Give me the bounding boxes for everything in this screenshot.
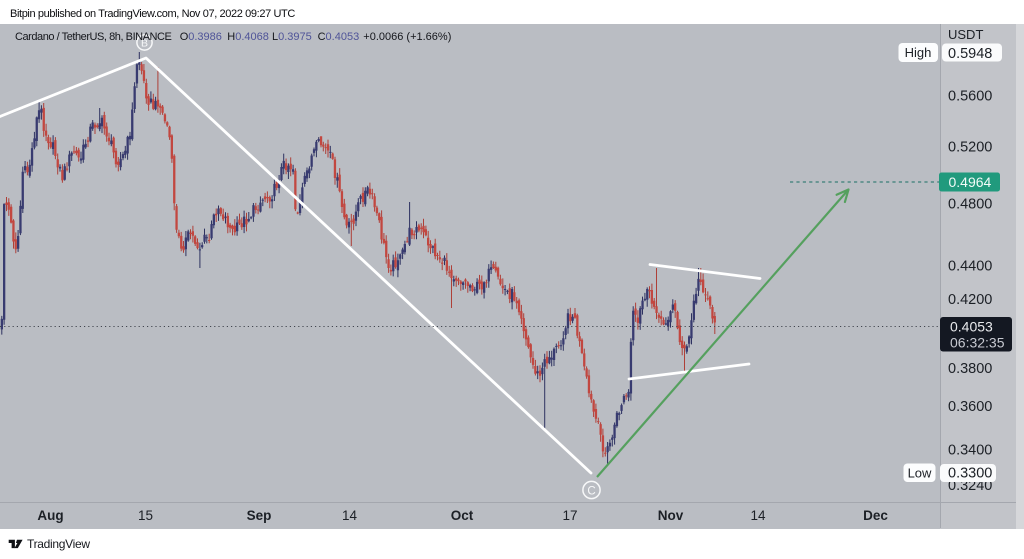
svg-text:14: 14 (342, 508, 358, 523)
svg-text:Sep: Sep (247, 508, 272, 523)
svg-text:15: 15 (138, 508, 153, 523)
svg-text:0.3800: 0.3800 (948, 361, 992, 377)
svg-text:17: 17 (562, 508, 577, 523)
svg-text:C: C (587, 485, 595, 497)
svg-text:B: B (141, 37, 148, 49)
svg-text:0.4800: 0.4800 (948, 197, 992, 213)
svg-text:0.4964: 0.4964 (949, 174, 992, 190)
svg-text:Aug: Aug (37, 508, 63, 523)
svg-text:+0.0066 (+1.66%): +0.0066 (+1.66%) (363, 31, 451, 43)
svg-text:0.3300: 0.3300 (948, 466, 992, 482)
svg-text:H0.4068: H0.4068 (227, 31, 269, 43)
svg-text:Cardano / TetherUS, 8h, BINANC: Cardano / TetherUS, 8h, BINANCE (15, 31, 172, 43)
svg-text:C0.4053: C0.4053 (318, 31, 360, 43)
svg-text:USDT: USDT (948, 27, 983, 42)
svg-text:0.4200: 0.4200 (948, 292, 992, 308)
svg-text:0.5600: 0.5600 (948, 89, 992, 105)
svg-text:0.3600: 0.3600 (948, 399, 992, 415)
svg-text:0.3400: 0.3400 (948, 443, 992, 459)
svg-text:14: 14 (750, 508, 766, 523)
svg-text:Nov: Nov (658, 508, 684, 523)
svg-text:High: High (905, 45, 932, 60)
svg-text:0.4053: 0.4053 (950, 319, 993, 335)
svg-text:Dec: Dec (863, 508, 888, 523)
svg-text:O0.3986: O0.3986 (180, 31, 222, 43)
svg-text:06:32:35: 06:32:35 (950, 335, 1005, 351)
svg-text:L0.3975: L0.3975 (272, 31, 312, 43)
svg-text:Bitpin published on TradingVie: Bitpin published on TradingView.com, Nov… (10, 8, 295, 20)
svg-text:0.4400: 0.4400 (948, 259, 992, 275)
svg-text:0.5200: 0.5200 (948, 140, 992, 156)
svg-text:0.5948: 0.5948 (948, 46, 992, 62)
svg-text:Oct: Oct (451, 508, 474, 523)
svg-text:Low: Low (908, 466, 932, 481)
svg-text:TradingView: TradingView (27, 537, 90, 551)
